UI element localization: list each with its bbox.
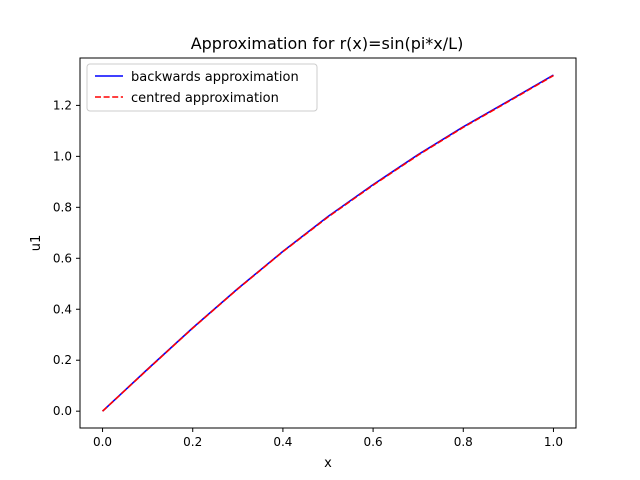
y-tick-label: 1.0 — [53, 149, 72, 163]
x-tick-label: 0.6 — [364, 435, 383, 449]
x-tick-label: 1.0 — [544, 435, 563, 449]
y-tick-label: 1.2 — [53, 98, 72, 112]
plot-area — [79, 57, 577, 429]
y-tick-label: 0.8 — [53, 200, 72, 214]
legend-box — [86, 63, 318, 112]
y-tick-label: 0.4 — [53, 302, 72, 316]
x-axis-label: x — [324, 456, 332, 471]
series-layer — [102, 74, 554, 412]
legend-label-backwards: backwards approximation — [131, 70, 299, 85]
x-axis-ticks: 0.0 0.2 0.4 0.6 0.8 1.0 — [93, 428, 563, 449]
y-tick-label: 0.0 — [53, 404, 72, 418]
legend: backwards approximation centred approxim… — [86, 63, 318, 112]
y-axis-label: u1 — [29, 235, 44, 252]
series-line-centred — [102, 74, 554, 412]
x-tick-label: 0.0 — [93, 435, 112, 449]
y-tick-label: 0.6 — [53, 251, 72, 265]
chart-title: Approximation for r(x)=sin(pi*x/L) — [191, 34, 464, 53]
y-axis-ticks: 0.0 0.2 0.4 0.6 0.8 1.0 1.2 — [53, 98, 80, 418]
axes-frame — [79, 57, 577, 429]
x-tick-label: 0.4 — [273, 435, 292, 449]
y-tick-label: 0.2 — [53, 353, 72, 367]
x-tick-label: 0.8 — [454, 435, 473, 449]
legend-label-centred: centred approximation — [131, 91, 279, 106]
x-tick-label: 0.2 — [183, 435, 202, 449]
